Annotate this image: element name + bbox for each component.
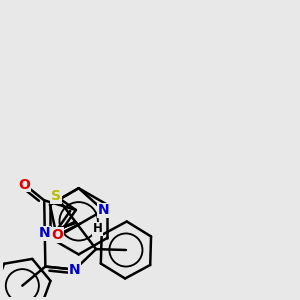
Text: S: S [51, 189, 61, 203]
Text: N: N [98, 203, 109, 218]
Text: N: N [69, 262, 81, 277]
Text: H: H [93, 222, 103, 236]
Text: N: N [39, 226, 51, 241]
Text: O: O [52, 228, 63, 242]
Text: O: O [19, 178, 30, 191]
